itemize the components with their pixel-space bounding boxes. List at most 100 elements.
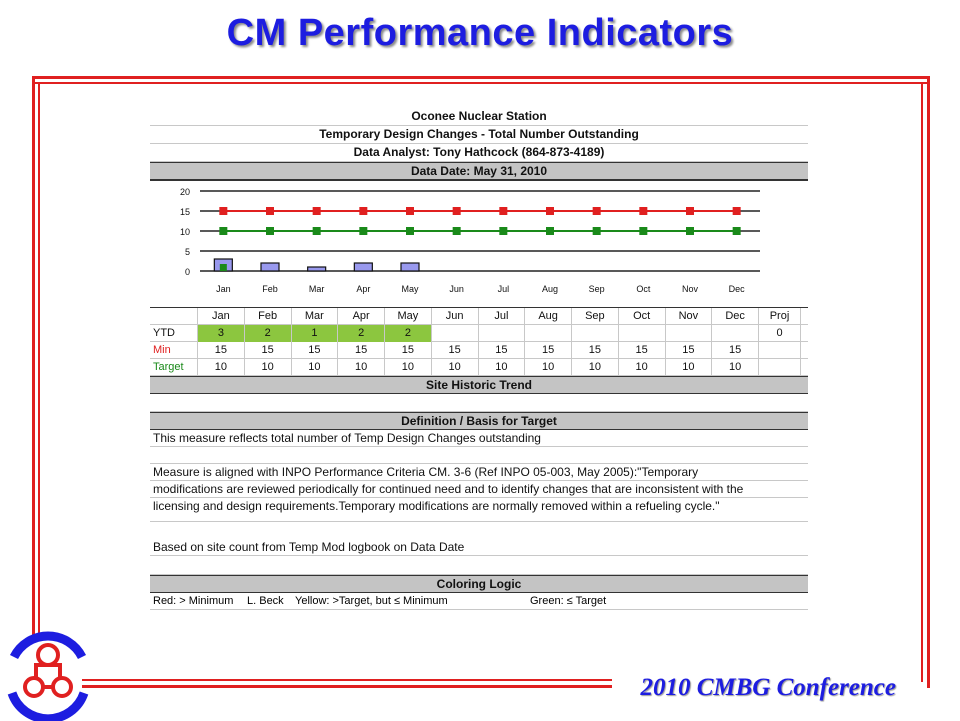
x-tick-label: Aug <box>542 284 558 294</box>
table-cell: 1 <box>291 325 339 342</box>
table-row-label: Target <box>150 359 198 376</box>
table-cell: 10 <box>712 359 759 376</box>
table-cell: 10 <box>245 359 292 376</box>
bar <box>353 262 373 272</box>
series-marker <box>266 227 274 235</box>
x-tick-label: May <box>401 284 419 294</box>
series-marker <box>452 227 461 235</box>
right-rule-inner <box>921 82 923 682</box>
series-marker <box>406 207 414 215</box>
table-row: YTD 3 2 1 2 2 0 <box>150 325 808 342</box>
series-marker <box>266 207 274 215</box>
definition-line-3: modifications are reviewed periodically … <box>150 481 808 498</box>
table-month-header: May <box>385 308 432 325</box>
kpi-sheet: Oconee Nuclear Station Temporary Design … <box>150 108 808 610</box>
series-marker <box>499 227 508 235</box>
coloring-header: Coloring Logic <box>150 575 808 593</box>
table-cell <box>712 325 759 342</box>
series-marker <box>546 207 554 215</box>
coloring-yellow: Yellow: >Target, but ≤ Minimum <box>295 595 448 607</box>
series-marker <box>639 207 648 215</box>
table-row-label: YTD <box>150 325 198 342</box>
analyst-line: Data Analyst: Tony Hathcock (864-873-418… <box>150 144 808 162</box>
definition-blank <box>150 447 808 464</box>
definition-line-5: Based on site count from Temp Mod logboo… <box>150 539 808 556</box>
top-rule-inner <box>32 82 930 84</box>
measure-title: Temporary Design Changes - Total Number … <box>150 126 808 144</box>
table-month-header: Jan <box>198 308 245 325</box>
series-marker <box>639 227 648 235</box>
table-month-header: Apr <box>338 308 385 325</box>
left-rule <box>32 76 35 636</box>
definition-blank-2 <box>150 556 808 575</box>
bar <box>260 262 280 272</box>
definition-line-1: This measure reflects total number of Te… <box>150 430 808 447</box>
x-tick-label: Jul <box>498 284 510 294</box>
table-cell: 15 <box>338 342 385 359</box>
table-cell: 15 <box>525 342 572 359</box>
series-marker <box>406 227 414 235</box>
coloring-red: Red: > Minimum <box>153 595 234 607</box>
x-tick-label: Dec <box>729 284 746 294</box>
table-cell: 15 <box>385 342 432 359</box>
series-marker <box>732 227 741 235</box>
table-month-header: Nov <box>666 308 713 325</box>
x-tick-label: Oct <box>636 284 651 294</box>
table-cell <box>479 325 526 342</box>
table-row-label: Min <box>150 342 198 359</box>
monthly-table: Jan Feb Mar Apr May Jun Jul Aug Sep Oct Nov Dec Proj… <box>150 308 808 376</box>
table-cell: 10 <box>385 359 432 376</box>
table-cell: 2 <box>385 325 432 342</box>
x-tick-label: Mar <box>309 284 325 294</box>
series-marker <box>359 207 368 215</box>
table-cell: 15 <box>198 342 245 359</box>
series-marker <box>219 207 228 215</box>
data-date: Data Date: May 31, 2010 <box>150 162 808 180</box>
table-month-header: Feb <box>245 308 292 325</box>
logo-mark <box>7 631 89 721</box>
x-tick-label: Feb <box>262 284 278 294</box>
series-marker <box>732 207 741 215</box>
table-cell <box>572 325 619 342</box>
table-cell <box>619 325 666 342</box>
bottom-rule <box>82 685 612 688</box>
table-month-header: Oct <box>619 308 666 325</box>
table-month-header: Aug <box>525 308 572 325</box>
table-cell: 10 <box>525 359 572 376</box>
table-month-header: Mar <box>292 308 339 325</box>
x-tick-label: Sep <box>589 284 605 294</box>
table-cell: 15 <box>432 342 479 359</box>
series-point <box>219 264 227 271</box>
table-header-row: Jan Feb Mar Apr May Jun Jul Aug Sep Oct Nov Dec Proj <box>150 308 808 325</box>
table-cell: 15 <box>572 342 619 359</box>
table-month-header: Dec <box>712 308 759 325</box>
table-cell: 10 <box>338 359 385 376</box>
footer-conference: 2010 CMBG Conference <box>640 674 896 701</box>
table-cell: 3 <box>198 325 245 342</box>
table-cell: 10 <box>619 359 666 376</box>
series-marker <box>499 207 508 215</box>
y-tick-label: 20 <box>180 187 190 197</box>
table-cell: 15 <box>479 342 526 359</box>
series-marker <box>546 227 554 235</box>
table-cell: 15 <box>245 342 292 359</box>
table-proj-cell: 0 <box>759 325 801 342</box>
table-cell: 10 <box>292 359 339 376</box>
y-tick-label: 10 <box>180 227 190 237</box>
series-marker <box>686 207 694 215</box>
definition-line-2: Measure is aligned with INPO Performance… <box>150 464 808 481</box>
series-marker <box>686 227 694 235</box>
series-marker <box>592 207 601 215</box>
table-cell: 2 <box>244 325 292 342</box>
x-tick-label: Jun <box>449 284 464 294</box>
table-row: Min 15 15 15 15 15 15 15 15 15 15 15 15 <box>150 342 808 359</box>
right-rule <box>927 76 930 688</box>
definition-line-4: licensing and design requirements.Tempor… <box>150 498 808 522</box>
y-tick-label: 15 <box>180 207 190 217</box>
bar <box>400 262 420 272</box>
table-month-header: Jun <box>432 308 479 325</box>
table-corner <box>150 308 198 325</box>
series-marker <box>359 227 368 235</box>
table-cell <box>666 325 713 342</box>
coloring-owner: L. Beck <box>247 595 284 607</box>
